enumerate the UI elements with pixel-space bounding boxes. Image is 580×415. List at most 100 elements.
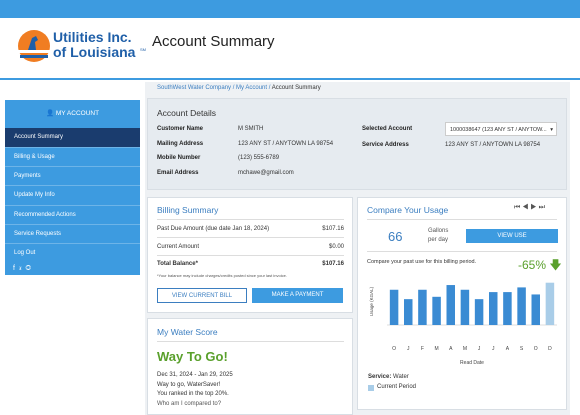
field-value: M SMITH — [238, 126, 264, 132]
bar — [517, 287, 526, 325]
score-line[interactable]: Who am I compared to? — [157, 400, 222, 407]
bar — [389, 289, 399, 325]
divider — [367, 251, 557, 252]
gallons-value: 66 — [388, 229, 403, 244]
crumb-sep: / — [231, 85, 237, 91]
logo-icon — [18, 30, 50, 62]
logo-text: Utilities Inc. — [53, 29, 132, 45]
bill-label: Current Amount — [157, 243, 200, 250]
bar — [474, 299, 484, 325]
divider — [157, 254, 344, 256]
nav-item[interactable]: Billing & Usage — [5, 147, 140, 166]
divider — [367, 219, 557, 220]
crumb: Account Summary — [271, 85, 321, 91]
nav-item[interactable]: Payments — [5, 166, 140, 185]
usage-chart: O J F M A M J J A S O D Read Date Usage (KGAL) — [369, 282, 557, 366]
service: Service: Water — [368, 374, 409, 380]
crumb-sep: / — [267, 85, 272, 91]
page-title: Account Summary — [152, 33, 275, 50]
nav-item[interactable]: Service Requests — [5, 223, 140, 243]
bar — [489, 292, 498, 325]
x-tick-label: D — [548, 346, 552, 352]
bar — [503, 292, 512, 325]
x-tick-label: F — [421, 346, 424, 352]
select-text: 1000038647 (123 ANY ST / ANYTOW... — [450, 127, 547, 133]
x-axis-label: Read Date — [460, 360, 484, 366]
field-value: 123 ANY ST / ANYTOWN LA 98754 — [445, 142, 541, 148]
account-details — [147, 98, 567, 190]
nav-item[interactable]: Log Out — [5, 243, 140, 262]
y-axis-label: Usage (KGAL) — [369, 286, 374, 316]
bar — [531, 294, 540, 325]
field-value: 123 ANY ST / ANYTOWN LA 98754 — [238, 140, 334, 147]
field-label: Mobile Number — [157, 155, 201, 161]
button[interactable]: VIEW CURRENT BILL — [157, 288, 247, 303]
nav-item[interactable]: Recommended Actions — [5, 204, 140, 224]
sidebar-heading: 👤 MY ACCOUNT — [45, 110, 100, 117]
crumb[interactable]: SouthWest Water Company — [157, 85, 232, 91]
x-tick-label: S — [520, 346, 524, 352]
bill-amount: $0.00 — [328, 243, 344, 250]
header-rule — [0, 78, 580, 80]
logo-text: of Louisiana — [53, 44, 136, 60]
x-tick-label: O — [534, 346, 538, 352]
logo-mark: SM — [140, 47, 146, 52]
button[interactable]: VIEW USE — [466, 229, 558, 243]
sidebar-heading-text: MY ACCOUNT — [55, 110, 100, 117]
section-title: Compare Your Usage — [367, 205, 449, 215]
bill-label: Past Due Amount (due date Jan 18, 2024) — [157, 226, 270, 232]
top-bar — [0, 0, 580, 18]
bill-label: Total Balance* — [157, 261, 198, 267]
x-tick-label: O — [392, 346, 396, 352]
crumb[interactable]: My Account — [236, 85, 268, 91]
field-label: Mailing Address — [157, 140, 204, 147]
score-line: You ranked in the top 20%. — [157, 391, 229, 397]
bill-amount: $107.16 — [322, 261, 344, 267]
x-tick-label: M — [463, 346, 467, 352]
nav-item[interactable]: Update My Info — [5, 185, 140, 204]
account-select[interactable]: 1000038647 (123 ANY ST / ANYTOW... ▾ — [445, 122, 557, 136]
bar — [404, 299, 413, 325]
gallons-unit: per day — [428, 237, 449, 243]
score-line: Way to go, WaterSaver! — [157, 381, 221, 388]
bill-amount: $107.16 — [322, 226, 344, 232]
breadcrumb: SouthWest Water Company / My Account / A… — [157, 85, 321, 91]
bar — [446, 285, 455, 325]
bar — [418, 289, 427, 325]
x-tick-label: A — [506, 346, 510, 352]
field-label: Selected Account — [362, 126, 413, 132]
divider — [157, 341, 344, 342]
bar — [545, 282, 555, 325]
service-label: Service: — [368, 374, 392, 380]
section-title: Account Details — [157, 108, 217, 118]
bar — [460, 289, 470, 325]
bar — [432, 296, 441, 325]
divider — [157, 237, 344, 238]
section-title: Billing Summary — [157, 205, 219, 215]
x-tick-label: A — [449, 346, 453, 352]
change: -65% 🡇 — [518, 258, 562, 272]
social-icons[interactable]: f 𝔵 ◎ — [13, 265, 32, 272]
service-value: Water — [393, 374, 409, 380]
nav-arrows[interactable]: ⏮ ◀ ▶ ⏭ — [514, 204, 545, 211]
x-tick-label: J — [492, 346, 495, 352]
x-tick-label: J — [478, 346, 481, 352]
section-title: My Water Score — [157, 327, 218, 337]
x-tick-label: J — [407, 346, 410, 352]
nav-item[interactable]: Account Summary — [5, 128, 140, 147]
field-label: Email Address — [157, 169, 199, 176]
field-label: Customer Name — [157, 126, 204, 132]
field-value: mchawe@gmail.com — [238, 169, 294, 176]
compare-text: Compare your past use for this billing p… — [367, 259, 477, 265]
water-score — [147, 318, 353, 415]
note: *Your balance may include charges/credit… — [157, 273, 287, 278]
legend-text: Current Period — [377, 384, 417, 390]
change-value: -65% — [518, 258, 547, 272]
score-headline: Way To Go! — [157, 349, 228, 364]
score-line: Dec 31, 2024 - Jan 29, 2025 — [157, 372, 233, 378]
field-value: (123) 555-6789 — [238, 155, 280, 161]
x-tick-label: M — [434, 346, 438, 352]
gallons-unit: Gallons — [428, 228, 449, 234]
button[interactable]: MAKE A PAYMENT — [252, 288, 343, 303]
